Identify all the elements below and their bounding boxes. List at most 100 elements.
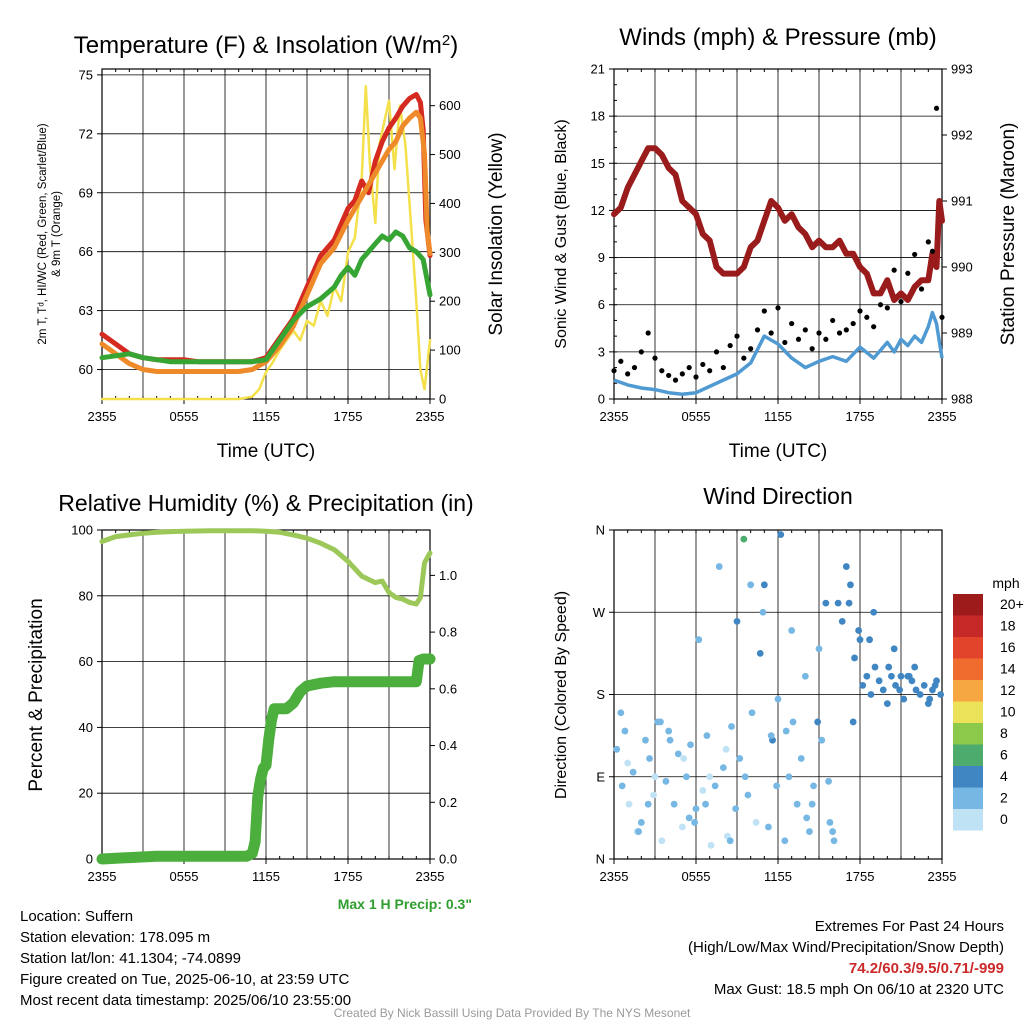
y-tick-label: 66 xyxy=(79,244,93,259)
colorbar-label: 6 xyxy=(1000,747,1008,763)
x-tick-label: 2355 xyxy=(928,409,957,424)
direction-point xyxy=(797,755,805,762)
gust-point xyxy=(795,336,802,342)
direction-point xyxy=(685,814,693,822)
direction-point xyxy=(728,723,735,730)
direction-point xyxy=(855,627,863,634)
y-tick-label: 21 xyxy=(591,62,605,77)
gust-point xyxy=(713,349,720,355)
created-text: Figure created on Tue, 2025-06-10, at 23… xyxy=(20,971,350,988)
y-tick-label: 6 xyxy=(598,297,605,312)
gust-point xyxy=(789,320,795,327)
direction-point xyxy=(692,805,700,813)
direction-point xyxy=(892,681,899,689)
direction-point xyxy=(911,663,919,671)
direction-point xyxy=(870,608,878,616)
direction-point xyxy=(765,823,772,831)
direction-point xyxy=(888,672,895,680)
x-tick-label: 1155 xyxy=(252,409,280,424)
x-axis-label: Time (UTC) xyxy=(729,441,828,462)
direction-point xyxy=(670,800,678,808)
direction-point xyxy=(752,819,760,826)
y-axis-label: Percent & Precipitation xyxy=(26,598,47,791)
y2-tick-label: 400 xyxy=(439,196,461,211)
direction-point xyxy=(829,828,837,835)
direction-point xyxy=(613,745,621,753)
x-tick-label: 2355 xyxy=(600,869,629,884)
gust-point xyxy=(939,314,945,320)
direction-point xyxy=(711,782,719,790)
gust-point xyxy=(761,308,767,314)
chart-title-winds: Winds (mph) & Pressure (mb) xyxy=(619,24,936,51)
x-tick-label: 2355 xyxy=(416,869,445,884)
gust-point xyxy=(823,336,829,342)
direction-point xyxy=(808,800,816,808)
colorbar-label: 4 xyxy=(1000,768,1008,784)
y2-tick-label: 0 xyxy=(439,392,446,407)
max-precip-note: Max 1 H Precip: 0.3" xyxy=(337,896,472,912)
max-gust-text: Max Gust: 18.5 mph On 06/10 at 2320 UTC xyxy=(713,981,1004,998)
y-tick-label: 100 xyxy=(71,523,93,538)
gust-point xyxy=(884,305,890,311)
y-tick-label: 80 xyxy=(79,588,93,603)
direction-point xyxy=(830,837,838,845)
elevation-text: Station elevation: 178.095 m xyxy=(20,929,211,946)
direction-point xyxy=(767,732,775,740)
chart-title-wind-direction: Wind Direction xyxy=(703,483,853,509)
series-station-pressure xyxy=(611,145,945,303)
gust-point xyxy=(700,361,706,368)
y2-tick-label: 0.6 xyxy=(439,681,457,696)
colorbar-swatch xyxy=(953,658,983,680)
gust-point xyxy=(836,330,843,336)
direction-point xyxy=(818,736,826,744)
gust-point xyxy=(768,330,774,336)
direction-point xyxy=(756,649,764,657)
x-tick-label: 2355 xyxy=(88,869,117,884)
direction-point xyxy=(662,777,670,785)
gust-point xyxy=(727,342,733,349)
x-tick-label: 0555 xyxy=(170,409,199,424)
direction-point xyxy=(890,645,898,653)
direction-point xyxy=(896,686,904,694)
gust-point xyxy=(693,374,699,380)
direction-point xyxy=(665,727,673,735)
gust-point xyxy=(816,330,822,336)
gust-point xyxy=(672,377,679,383)
y2-tick-label: 100 xyxy=(439,343,461,358)
credit-text: Created By Nick Bassill Using Data Provi… xyxy=(333,1006,691,1020)
y2-tick-label: 989 xyxy=(951,326,973,341)
colorbar-label: 18 xyxy=(1000,618,1016,634)
colorbar-swatch xyxy=(953,594,983,616)
direction-point xyxy=(691,819,699,826)
colorbar-label: 10 xyxy=(1000,704,1016,720)
gust-point xyxy=(830,317,836,324)
direction-point xyxy=(680,755,688,762)
gust-point xyxy=(659,368,665,374)
direction-point xyxy=(726,837,734,845)
gust-point xyxy=(782,339,788,346)
direction-point xyxy=(740,535,748,543)
direction-point xyxy=(859,681,867,689)
direction-point xyxy=(849,718,857,726)
direction-point xyxy=(897,672,905,680)
y-tick-label: 12 xyxy=(591,203,605,218)
gust-point xyxy=(898,298,904,305)
direction-point xyxy=(856,636,864,644)
direction-point xyxy=(621,727,629,735)
direction-point xyxy=(674,750,682,758)
gust-point xyxy=(877,302,884,308)
x-tick-label: 1755 xyxy=(846,409,875,424)
gust-point xyxy=(843,327,849,333)
recent-data-text: Most recent data timestamp: 2025/06/10 2… xyxy=(20,992,352,1009)
y2-tick-label: 990 xyxy=(951,260,973,275)
direction-point xyxy=(629,768,637,776)
extremes-info: Extremes For Past 24 Hours (High/Low/Max… xyxy=(688,916,1004,1000)
direction-point xyxy=(646,755,653,762)
direction-point xyxy=(863,672,871,680)
direction-point xyxy=(658,837,666,845)
gust-point xyxy=(748,346,754,352)
series-sonic-wind xyxy=(613,310,944,397)
y2-tick-label: 0.2 xyxy=(439,795,457,810)
y-tick-label: S xyxy=(596,687,605,702)
direction-point xyxy=(885,663,893,671)
